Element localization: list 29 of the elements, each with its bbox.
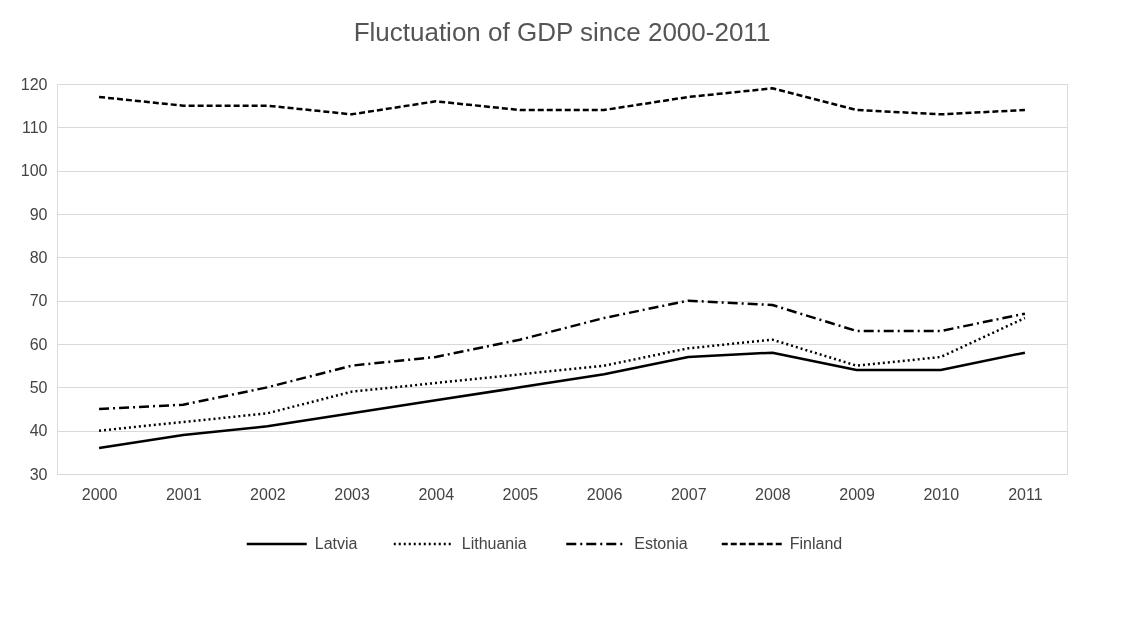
y-tick-label: 50: [29, 378, 48, 396]
y-tick-label: 70: [29, 292, 48, 310]
x-tick-label: 2005: [502, 485, 539, 503]
y-tick-label: 60: [29, 335, 48, 353]
legend-label: Estonia: [634, 535, 688, 552]
legend-label: Latvia: [314, 535, 358, 552]
legend-label: Lithuania: [461, 535, 527, 552]
y-tick-label: 90: [29, 205, 48, 223]
y-tick-label: 30: [29, 465, 48, 483]
x-tick-label: 2000: [81, 485, 118, 503]
y-tick-label: 110: [21, 118, 48, 136]
line-series: [97, 87, 1027, 116]
x-tick-label: 2002: [250, 485, 286, 503]
line-series: [97, 351, 1027, 450]
x-tick-label: 2003: [334, 485, 370, 503]
legend-label: Finland: [789, 535, 843, 552]
x-tick-label: 2004: [418, 485, 455, 503]
x-tick-label: 2009: [839, 485, 875, 503]
x-tick-label: 2008: [755, 485, 791, 503]
y-tick-label: 40: [29, 422, 48, 440]
y-tick-label: 80: [29, 248, 48, 266]
x-tick-label: 2001: [165, 485, 202, 503]
y-tick-label: 100: [20, 162, 48, 180]
y-tick-label: 120: [20, 75, 48, 93]
chart-title: Fluctuation of GDP since 2000-2011: [353, 17, 771, 47]
x-tick-label: 2007: [670, 485, 707, 503]
x-tick-label: 2011: [1008, 485, 1043, 503]
x-tick-label: 2010: [923, 485, 960, 503]
x-tick-label: 2006: [586, 485, 623, 503]
